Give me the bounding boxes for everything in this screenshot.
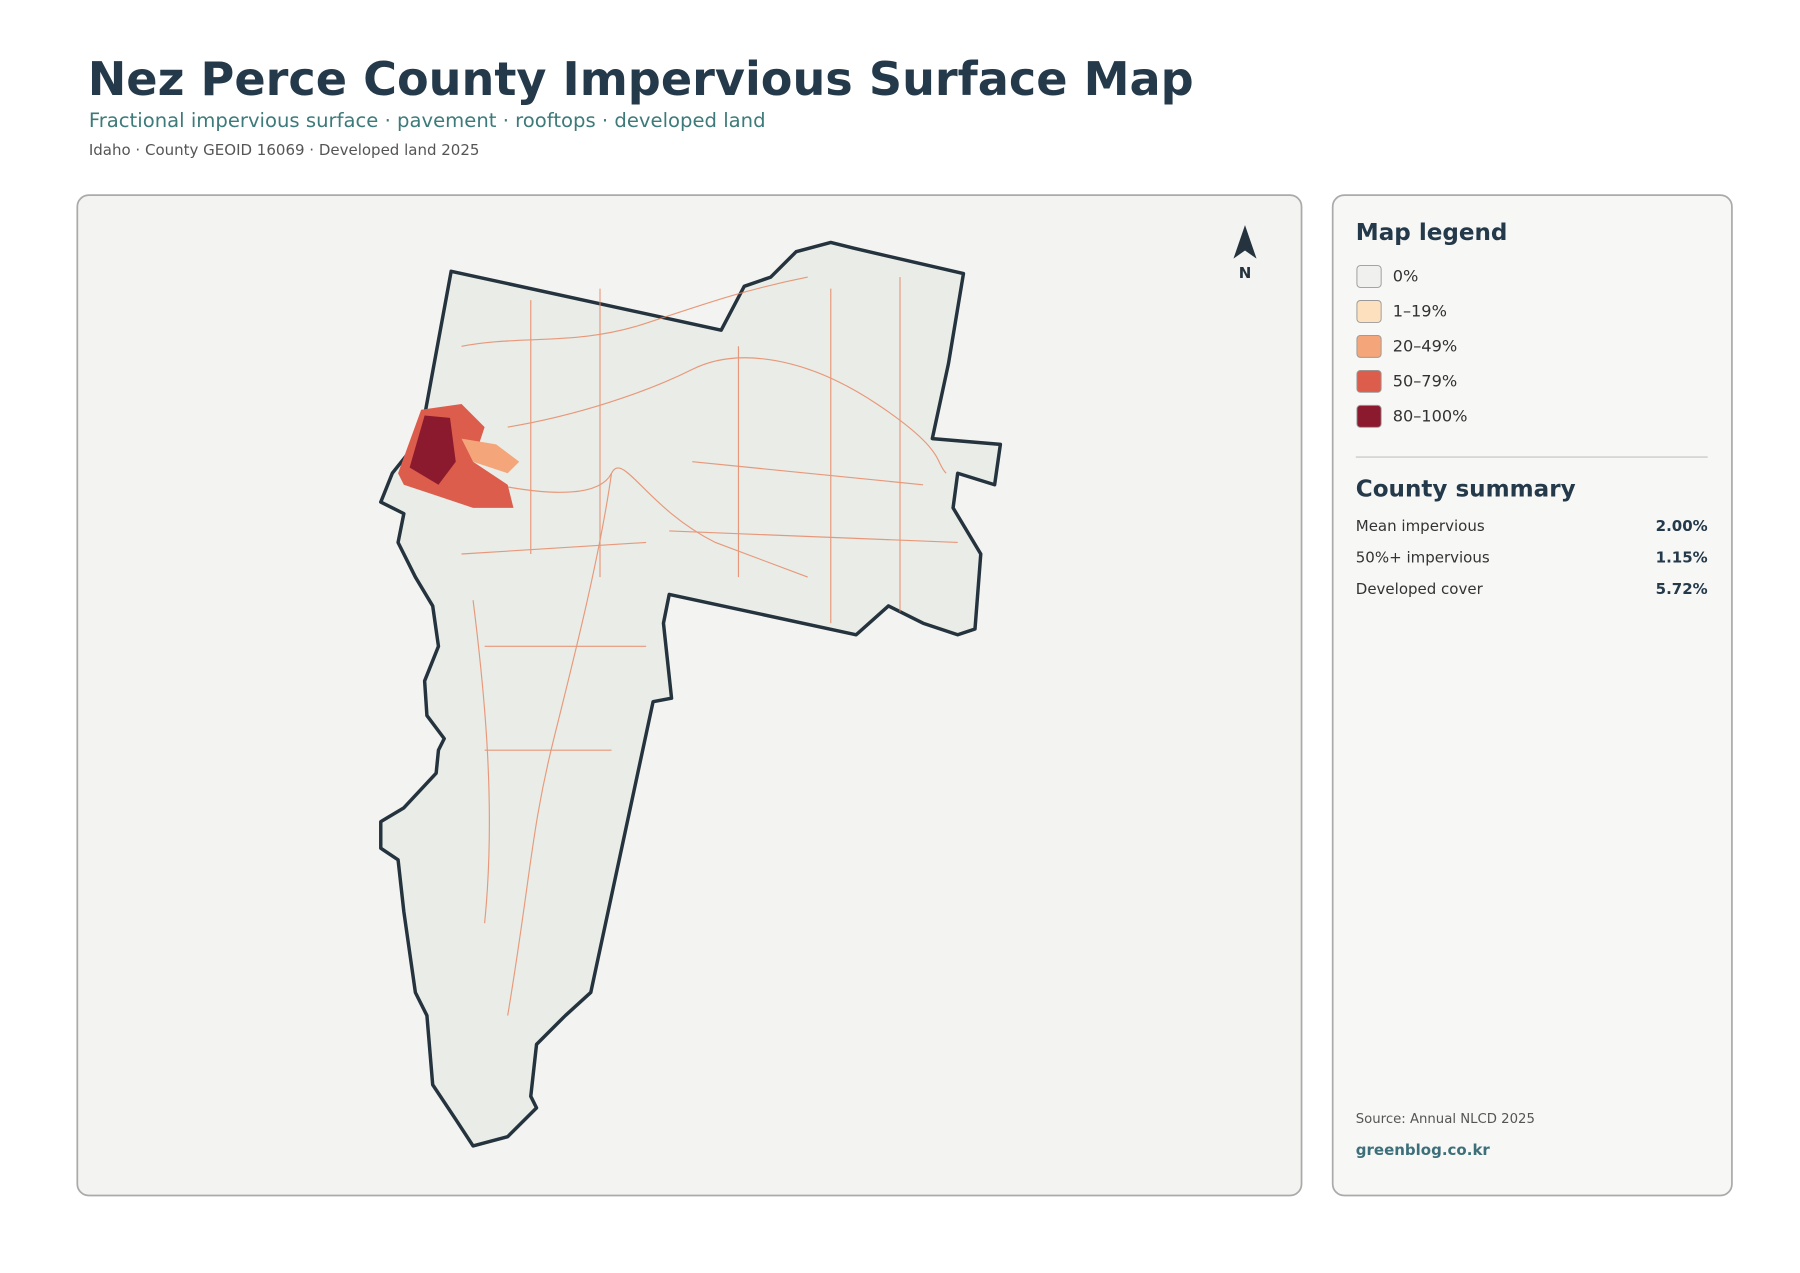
source: Source: Annual NLCD 2025 — [1356, 1112, 1535, 1127]
legend-swatch — [1356, 335, 1382, 358]
legend-label: 50–79% — [1393, 372, 1457, 391]
legend-label: 1–19% — [1393, 302, 1447, 321]
legend-label: 80–100% — [1393, 407, 1468, 426]
county-outline — [379, 240, 1003, 1148]
summary-label: Developed cover — [1356, 580, 1484, 598]
subtitle: Fractional impervious surface · pavement… — [89, 109, 766, 132]
legend-label: 0% — [1393, 267, 1419, 286]
legend-label: 20–49% — [1393, 337, 1457, 356]
summary-value: 2.00% — [1656, 517, 1708, 535]
meta: Idaho · County GEOID 16069 · Developed l… — [89, 141, 480, 159]
summary-value: 1.15% — [1656, 548, 1708, 566]
urban-area — [398, 404, 520, 508]
summary-label: 50%+ impervious — [1356, 548, 1490, 566]
legend-swatch — [1356, 369, 1382, 393]
legend-swatch — [1356, 404, 1382, 428]
legend-swatch — [1356, 265, 1382, 288]
legend-title: Map legend — [1356, 220, 1508, 246]
summary: Mean impervious 2.00% 50%+ impervious 1.15%… — [1356, 517, 1708, 598]
legend-swatch — [1356, 300, 1382, 323]
summary-label: Mean impervious — [1356, 517, 1485, 535]
legend: 0% 1–19% 20–49% 50–79% 80–100% — [1356, 265, 1468, 428]
summary-value: 5.72% — [1656, 580, 1708, 598]
side-panel — [1331, 194, 1733, 1197]
north-arrow: N — [1233, 225, 1257, 282]
summary-title: County summary — [1356, 476, 1576, 502]
credit: greenblog.co.kr — [1356, 1141, 1491, 1159]
roads — [461, 276, 958, 1016]
county-map — [379, 240, 1003, 1148]
north-label: N — [1239, 264, 1252, 282]
title: Nez Perce County Impervious Surface Map — [88, 52, 1194, 106]
